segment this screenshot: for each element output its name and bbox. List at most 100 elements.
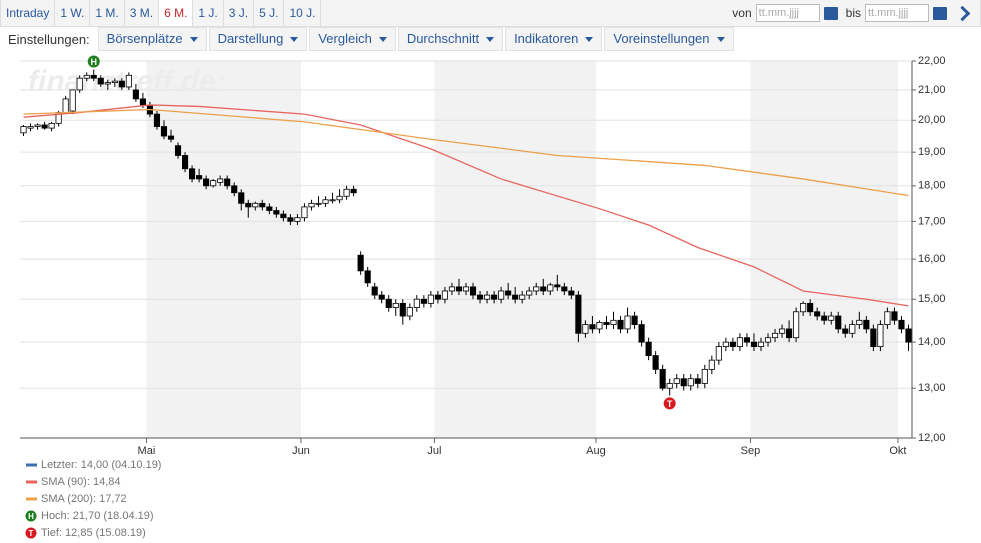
candle-body (252, 202, 259, 208)
period-button[interactable]: 3 J. (224, 0, 255, 26)
period-button[interactable]: 1 W. (55, 0, 91, 26)
candle-body (568, 290, 575, 296)
candle-body (203, 178, 210, 187)
candle-body (870, 328, 877, 347)
candle-body (476, 294, 484, 300)
candle-body (582, 324, 589, 334)
settings-menu[interactable]: Börsenplätze (97, 27, 207, 51)
x-tick-label: Mai (138, 445, 156, 457)
candle-body (266, 206, 273, 211)
period-button[interactable]: 5 J. (254, 0, 285, 26)
month-band (146, 61, 301, 438)
candle-body (898, 319, 905, 330)
candle-body (905, 328, 912, 343)
candle-body (83, 74, 90, 79)
candle-body (41, 124, 48, 129)
period-button[interactable]: 1 M. (90, 0, 125, 26)
to-input[interactable]: tt.mm.jjjj (865, 4, 929, 22)
candle-body (793, 311, 800, 339)
calendar-icon[interactable] (823, 6, 838, 20)
candle-body (69, 89, 76, 112)
candle-body (76, 77, 83, 91)
legend-swatch (26, 480, 37, 484)
candle-body (512, 294, 519, 300)
period-button[interactable]: Intraday (1, 0, 56, 26)
candle-body (624, 315, 631, 330)
candle-body (786, 328, 793, 339)
candle-body (462, 286, 470, 292)
y-tick-label: 14,00 (918, 336, 946, 348)
candle-body (673, 378, 680, 384)
period-button[interactable]: 6 M. (159, 0, 194, 26)
legend-text: Tief: 12,85 (15.08.19) (41, 527, 146, 539)
candle-body (484, 294, 491, 300)
candle-body (469, 286, 477, 296)
period-button[interactable]: 10 J. (284, 0, 322, 26)
settings-menu[interactable]: Vergleich (309, 27, 396, 51)
candle-body (645, 341, 652, 356)
y-tick-label: 13,00 (918, 382, 946, 394)
candle-body (715, 346, 722, 361)
period-button[interactable]: 1 J. (193, 0, 224, 26)
legend-text: Letzter: 14,00 (04.10.19) (41, 459, 161, 471)
candle-body (125, 74, 132, 88)
candle-body (427, 294, 434, 304)
from-label: von (732, 6, 752, 20)
from-input[interactable]: tt.mm.jjjj (755, 4, 820, 22)
candle-body (589, 324, 596, 330)
candle-body (392, 302, 399, 308)
candle-body (701, 368, 708, 384)
candle-body (750, 341, 758, 347)
candle-body (181, 155, 189, 170)
candle-body (491, 294, 498, 300)
legend-marker (25, 510, 37, 522)
candle-body (603, 322, 610, 326)
candle-body (336, 195, 343, 201)
period-button[interactable]: 3 M. (125, 0, 160, 26)
month-band (434, 61, 596, 438)
candle-body (231, 185, 238, 194)
candle-body (448, 286, 456, 292)
candle-body (631, 315, 638, 326)
settings-menu[interactable]: Durchschnitt (397, 27, 504, 51)
calendar-icon[interactable] (933, 6, 947, 20)
y-tick-label: 18,00 (918, 180, 946, 192)
y-tick-label: 12,00 (918, 432, 946, 444)
candle-body (891, 311, 898, 321)
y-tick-label: 20,00 (918, 114, 946, 126)
candle-body (217, 178, 224, 183)
legend-marker-label: H (28, 512, 34, 521)
candle-body (322, 199, 329, 204)
candle-body (708, 359, 715, 370)
candle-body (27, 126, 34, 129)
candle-body (139, 98, 146, 106)
candle-body (385, 298, 392, 308)
settings-menu[interactable]: Voreinstellungen (604, 27, 734, 51)
settings-menu[interactable]: Darstellung (208, 27, 308, 51)
candle-body (308, 202, 315, 208)
x-tick-label: Aug (586, 445, 606, 457)
apply-arrow[interactable] (954, 5, 971, 21)
candle-body (420, 298, 427, 304)
candle-body (111, 80, 118, 83)
legend-swatch (26, 463, 37, 467)
candle-body (315, 202, 322, 205)
candle-body (800, 302, 807, 313)
candle-body (273, 210, 280, 215)
settings-menu[interactable]: Indikatoren (505, 27, 603, 51)
candle-body (20, 126, 27, 134)
candle-body (378, 294, 385, 300)
y-tick-label: 17,00 (918, 215, 946, 227)
candle-body (771, 332, 779, 339)
legend-text: SMA (200): 17,72 (41, 493, 127, 505)
candle-body (498, 290, 505, 300)
candle-body (238, 192, 245, 204)
candle-body (652, 355, 659, 370)
candle-body (757, 341, 765, 347)
candle-body (343, 188, 350, 197)
marker-dot (87, 55, 100, 68)
candle-body (505, 290, 512, 296)
x-tick-label: Okt (889, 445, 906, 457)
marker-label: T (667, 399, 673, 409)
candle-body (329, 199, 336, 202)
